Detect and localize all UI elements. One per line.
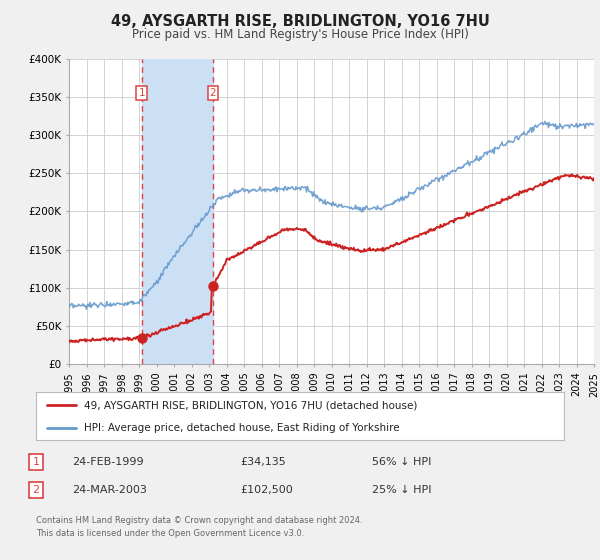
Text: 24-FEB-1999: 24-FEB-1999	[72, 457, 143, 467]
Text: 2: 2	[210, 88, 217, 98]
Text: 56% ↓ HPI: 56% ↓ HPI	[372, 457, 431, 467]
Text: £102,500: £102,500	[240, 485, 293, 495]
Text: 1: 1	[139, 88, 145, 98]
Text: £34,135: £34,135	[240, 457, 286, 467]
Text: 49, AYSGARTH RISE, BRIDLINGTON, YO16 7HU (detached house): 49, AYSGARTH RISE, BRIDLINGTON, YO16 7HU…	[83, 400, 417, 410]
Text: 2: 2	[32, 485, 40, 495]
Text: 49, AYSGARTH RISE, BRIDLINGTON, YO16 7HU: 49, AYSGARTH RISE, BRIDLINGTON, YO16 7HU	[110, 14, 490, 29]
Text: Contains HM Land Registry data © Crown copyright and database right 2024.: Contains HM Land Registry data © Crown c…	[36, 516, 362, 525]
Text: 24-MAR-2003: 24-MAR-2003	[72, 485, 147, 495]
Text: HPI: Average price, detached house, East Riding of Yorkshire: HPI: Average price, detached house, East…	[83, 423, 399, 433]
Text: 1: 1	[32, 457, 40, 467]
Bar	[142, 59, 213, 364]
Text: 25% ↓ HPI: 25% ↓ HPI	[372, 485, 431, 495]
Text: Price paid vs. HM Land Registry's House Price Index (HPI): Price paid vs. HM Land Registry's House …	[131, 28, 469, 41]
Text: This data is licensed under the Open Government Licence v3.0.: This data is licensed under the Open Gov…	[36, 529, 304, 538]
